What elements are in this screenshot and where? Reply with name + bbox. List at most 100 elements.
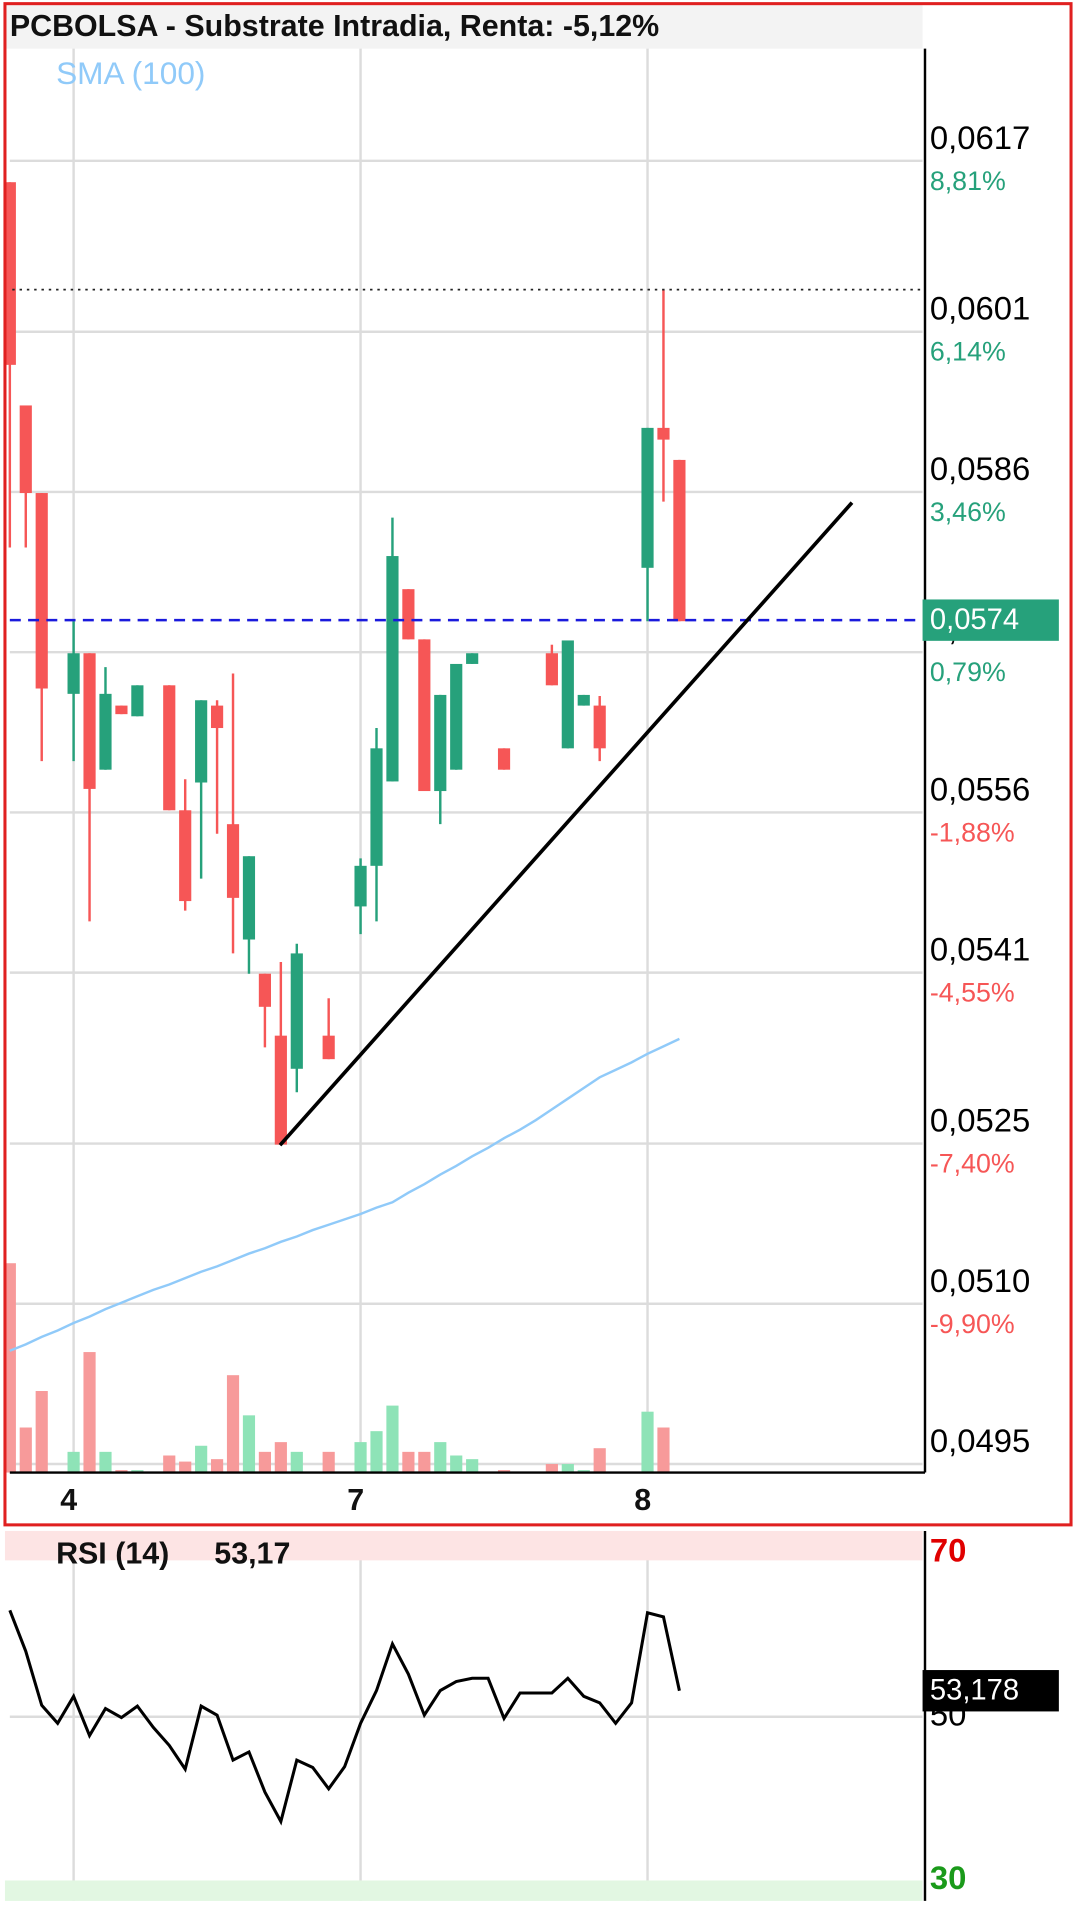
candle-body [67, 653, 80, 694]
candle-body [577, 694, 590, 706]
pct-label: -7,40% [930, 1149, 1015, 1179]
legend-entry: SMA (100) [56, 55, 205, 91]
chart-title: PCBOLSA - Substrate Intradia, Renta: -5,… [10, 9, 659, 43]
candle-body [163, 685, 176, 811]
volume-bar [466, 1459, 479, 1473]
volume-bar [641, 1411, 654, 1473]
oversold-band [4, 1880, 923, 1901]
candle-body [274, 1035, 287, 1145]
candle-body [402, 589, 415, 640]
candle-body [210, 705, 224, 729]
candle-body [19, 405, 32, 494]
candle-body [3, 182, 16, 365]
x-tick-label: 7 [347, 1483, 364, 1517]
candle-body [35, 493, 48, 689]
volume-bar [657, 1427, 670, 1473]
volume-bar [593, 1448, 606, 1473]
volume-bar [258, 1451, 271, 1473]
candle-body [593, 705, 606, 749]
volume-bar [242, 1415, 256, 1473]
volume-bar [210, 1459, 224, 1473]
volume-bar [179, 1461, 192, 1473]
candle-body [258, 973, 271, 1007]
y-tick-label: 0,0556 [930, 770, 1030, 807]
volume-bar [83, 1352, 96, 1473]
rsi-title: RSI (14) [56, 1536, 169, 1570]
candle-body [242, 856, 256, 940]
overbought-band [4, 1530, 923, 1561]
volume-bar [35, 1391, 48, 1473]
y-tick-label: 70 [930, 1532, 967, 1569]
candle-body [115, 705, 128, 715]
candle-body [673, 459, 686, 622]
volume-bar [274, 1442, 287, 1473]
volume-bar [386, 1405, 399, 1473]
rsi-badge [922, 1670, 1059, 1712]
x-tick-label: 4 [60, 1483, 77, 1517]
rsi-line [8, 1609, 681, 1826]
volume-bar [450, 1455, 463, 1473]
y-tick-label: 0,0525 [930, 1102, 1030, 1139]
last-price-badge [922, 599, 1059, 641]
candle-body [370, 748, 383, 866]
volume-bar [354, 1442, 367, 1473]
y-tick-label: 0,0617 [930, 119, 1030, 156]
volume-bar [19, 1427, 32, 1473]
x-tick-label: 8 [634, 1483, 651, 1517]
pct-label: 3,46% [930, 497, 1006, 527]
volume-bar [322, 1451, 335, 1473]
candle-body [354, 865, 367, 907]
title-bg [4, 4, 923, 49]
pct-label: -1,88% [930, 817, 1015, 847]
volume-bar [3, 1263, 16, 1473]
volume-bar [418, 1451, 431, 1473]
rsi-badge-label: 53,178 [930, 1675, 1019, 1707]
pct-label: -4,55% [930, 978, 1015, 1008]
marks [3, 182, 923, 1826]
candle-body [657, 427, 670, 440]
volume-bar [290, 1451, 303, 1473]
candle-body [466, 653, 479, 664]
volume-bar [434, 1442, 447, 1473]
selection-frame [3, 2, 1073, 1527]
volume-bar [99, 1451, 112, 1473]
candle-body [226, 824, 240, 898]
volume-bar [402, 1451, 415, 1473]
sma-line [9, 1037, 680, 1352]
volume-bar [545, 1464, 558, 1473]
pct-label: -9,90% [930, 1309, 1015, 1339]
candle-body [545, 653, 558, 686]
y-tick-label: 30 [930, 1859, 967, 1896]
candle-body [99, 693, 112, 770]
candle-body [434, 694, 447, 792]
candle-body [386, 556, 399, 782]
candle-body [418, 639, 431, 792]
volume-bar [195, 1445, 208, 1473]
trend-line [278, 501, 854, 1147]
last-price-label: 0,0574 [930, 604, 1019, 636]
candle-body [131, 685, 144, 717]
pct-label: 0,79% [930, 657, 1006, 687]
candle-body [450, 663, 463, 770]
candle-body [83, 653, 96, 789]
candle-body [322, 1035, 335, 1060]
candle-body [195, 700, 208, 783]
y-tick-label: 0,0541 [930, 931, 1030, 968]
candle-body [290, 953, 303, 1069]
rsi-value: 53,17 [214, 1536, 290, 1570]
volume-bar [67, 1451, 80, 1473]
grid [4, 48, 923, 1901]
candle-body [561, 640, 574, 749]
candle-body [179, 810, 192, 902]
volume-bar [561, 1464, 574, 1473]
pct-label: 6,14% [930, 337, 1006, 367]
volume-bar [226, 1375, 240, 1473]
candle-body [497, 748, 511, 770]
pct-label: 8,81% [930, 166, 1006, 196]
volume-bar [163, 1455, 176, 1473]
volume-bar [370, 1431, 383, 1473]
candle-body [641, 427, 654, 568]
y-tick-label: 0,0495 [930, 1422, 1030, 1459]
